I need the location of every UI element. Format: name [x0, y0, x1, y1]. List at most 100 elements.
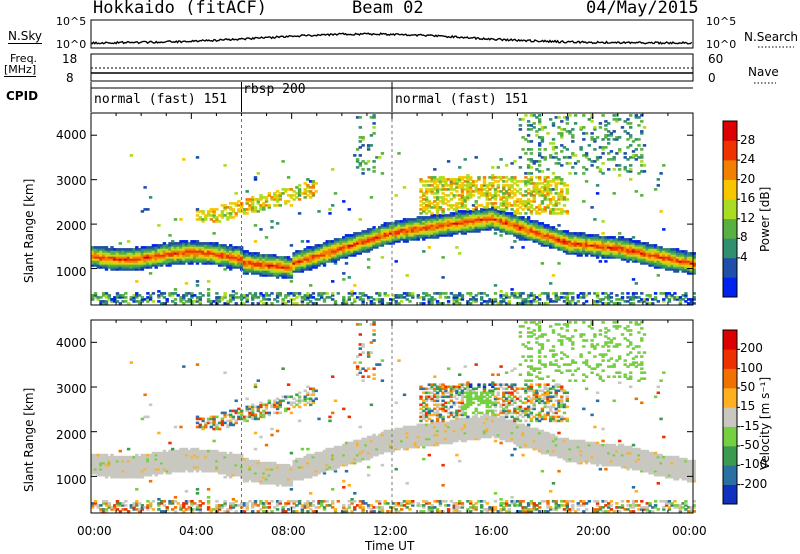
power-cell: [493, 300, 498, 303]
velocity-cell: [212, 417, 216, 421]
velocity-cell: [215, 425, 219, 429]
power-cell: [364, 244, 368, 247]
power-cell: [659, 172, 663, 175]
power-cell: [662, 256, 666, 259]
velocity-cell: [179, 457, 183, 461]
power-cell: [140, 254, 145, 257]
power-cell: [162, 256, 167, 259]
power-cell: [482, 180, 487, 183]
power-cell: [521, 226, 525, 229]
power-cell: [524, 212, 528, 215]
power-cell: [681, 260, 685, 263]
velocity-cell: [171, 508, 175, 511]
velocity-cell: [121, 502, 125, 505]
power-cell: [540, 262, 545, 265]
power-cell: [262, 294, 266, 297]
power-cell: [546, 132, 550, 135]
power-cell: [284, 260, 288, 263]
velocity-cell: [206, 417, 211, 421]
power-cell: [452, 216, 456, 219]
velocity-cell: [187, 506, 191, 509]
power-cell: [673, 292, 677, 295]
power-cell: [383, 226, 387, 229]
power-cell: [369, 234, 374, 237]
power-cell: [565, 244, 569, 247]
power-cell: [651, 244, 655, 247]
power-cell: [458, 212, 462, 215]
power-cell: [372, 298, 376, 301]
power-cell: [584, 294, 589, 297]
power-cell: [96, 266, 100, 269]
velocity-cell: [198, 453, 202, 457]
power-cell: [137, 268, 142, 271]
power-cell: [209, 248, 213, 251]
power-cell: [560, 234, 564, 237]
power-cell: [251, 266, 255, 269]
power-cell: [529, 292, 534, 295]
velocity-cell: [151, 463, 156, 467]
power-cell: [607, 254, 611, 257]
power-cell: [474, 224, 478, 227]
power-cell: [397, 240, 401, 243]
power-cell: [424, 294, 429, 297]
power-cell: [471, 182, 476, 185]
power-cell: [521, 236, 525, 239]
power-cell: [115, 264, 120, 267]
power-cell: [645, 298, 649, 301]
power-cell: [245, 208, 249, 211]
power-cell: [198, 302, 202, 305]
power-cell: [322, 292, 327, 295]
power-cell: [493, 212, 498, 215]
power-cell: [560, 188, 564, 191]
power-cell: [535, 188, 539, 191]
power-cell: [220, 214, 225, 217]
power-cell: [422, 184, 426, 187]
velocity-cell: [217, 508, 222, 511]
power-cell: [217, 296, 222, 299]
power-cell: [546, 292, 550, 295]
power-cell: [565, 232, 569, 235]
velocity-cell: [137, 465, 142, 469]
power-cell: [458, 292, 462, 295]
velocity-cell: [168, 455, 172, 459]
power-cell: [314, 260, 318, 263]
power-cell: [656, 264, 660, 267]
power-cell: [405, 274, 409, 277]
velocity-cell: [104, 457, 109, 461]
power-cell: [148, 252, 153, 255]
power-cell: [104, 246, 109, 249]
power-cell: [565, 242, 569, 245]
power-cell: [256, 266, 260, 269]
power-cell: [452, 298, 456, 301]
power-cell: [557, 162, 561, 165]
power-cell: [419, 178, 423, 181]
velocity-cell: [204, 421, 208, 425]
power-cell: [562, 300, 567, 303]
power-cell: [446, 178, 451, 181]
power-cell: [259, 264, 263, 267]
velocity-cell: [209, 425, 213, 429]
power-cell: [593, 300, 597, 303]
power-cell: [115, 296, 120, 299]
power-cell: [389, 228, 393, 231]
power-cell: [623, 156, 627, 159]
power-cell: [604, 136, 608, 139]
velocity-cell: [201, 467, 205, 471]
power-cell: [234, 256, 238, 259]
power-cell: [480, 190, 484, 193]
power-cell: [446, 302, 451, 305]
power-cell: [615, 248, 619, 251]
velocity-cell: [198, 467, 202, 471]
power-cell: [455, 296, 459, 299]
power-cell: [631, 294, 636, 297]
power-cell: [504, 184, 509, 187]
power-cell: [488, 192, 492, 195]
power-cell: [391, 240, 396, 243]
power-cell: [201, 242, 205, 245]
power-cell: [515, 292, 520, 295]
power-cell: [140, 250, 145, 253]
power-cell: [678, 302, 683, 305]
power-cell: [314, 264, 318, 267]
power-cell: [604, 238, 608, 241]
velocity-cell: [182, 463, 186, 467]
